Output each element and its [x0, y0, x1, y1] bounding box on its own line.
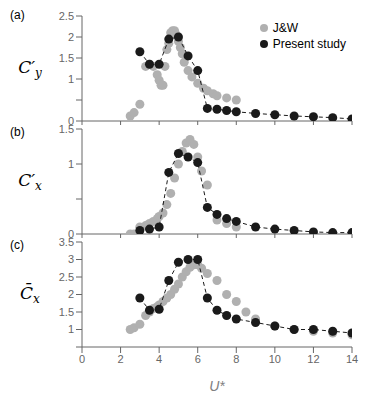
svg-text:1.5: 1.5: [59, 306, 74, 318]
svg-text:6: 6: [195, 353, 201, 365]
html-text:(a): (a): [10, 8, 25, 22]
svg-text:3.5: 3.5: [59, 238, 74, 248]
svg-text:1.5: 1.5: [59, 125, 74, 135]
html-text:J&W: J&W: [272, 21, 298, 35]
svg-text:0: 0: [68, 115, 74, 125]
html-text:Present study: Present study: [272, 37, 346, 51]
svg-text:2: 2: [118, 353, 124, 365]
svg-text:10: 10: [269, 353, 281, 365]
svg-text:2: 2: [68, 288, 74, 300]
svg-text:1.5: 1.5: [59, 52, 74, 64]
html-text:(b): (b): [10, 125, 25, 139]
svg-text:1: 1: [68, 323, 74, 335]
svg-text:1: 1: [68, 158, 74, 170]
html-text:C̄x: C̄x: [20, 282, 40, 306]
svg-text:8: 8: [233, 353, 239, 365]
html-text:C′y: C′y: [18, 56, 42, 80]
svg-text:2.5: 2.5: [59, 271, 74, 283]
svg-text:3: 3: [68, 253, 74, 265]
svg-text:2: 2: [68, 31, 74, 43]
svg-text:0: 0: [79, 353, 85, 365]
html-text:(c): (c): [10, 238, 24, 252]
svg-text:12: 12: [307, 353, 319, 365]
svg-text:1: 1: [68, 73, 74, 85]
svg-text:14: 14: [346, 353, 358, 365]
svg-text:0: 0: [68, 228, 74, 238]
svg-text:4: 4: [156, 353, 162, 365]
svg-text:2.5: 2.5: [59, 10, 74, 22]
html-text:C′x: C′x: [18, 169, 42, 193]
svg-text:U*: U*: [209, 378, 225, 393]
